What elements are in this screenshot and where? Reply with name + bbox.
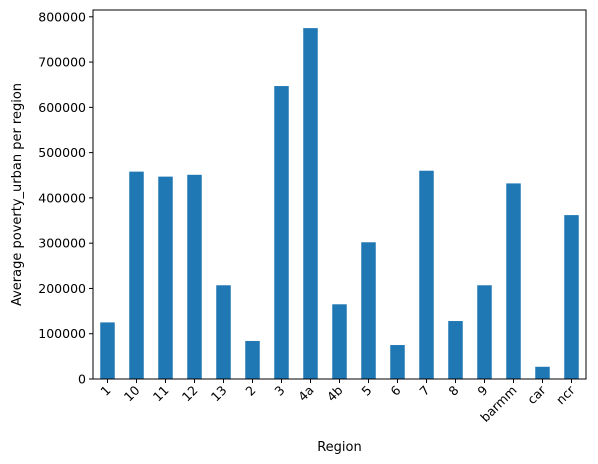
bar-13 [216,285,231,379]
bar-6 [390,345,405,379]
y-tick-label: 400000 [38,190,86,205]
x-tick-label: 4a [295,383,317,405]
x-tick-label: 5 [358,383,374,399]
y-axis-label: Average poverty_urban per region [10,83,25,306]
x-tick-label: 3 [271,383,287,399]
y-tick-label: 200000 [38,281,86,296]
x-tick-label: 4b [324,382,346,404]
x-tick-label: car [524,382,549,407]
y-tick-label: 600000 [38,100,86,115]
x-tick-label: 13 [208,383,230,405]
bar-11 [158,176,173,379]
x-tick-label: ncr [553,382,578,407]
bar-3 [274,86,289,379]
y-tick-label: 100000 [38,326,86,341]
bar-4a [303,28,318,379]
y-tick-label: 700000 [38,55,86,70]
bar-2 [245,340,260,379]
bar-7 [419,170,434,379]
x-tick-label: 8 [445,382,461,398]
bar-5 [361,242,376,379]
bar-9 [477,285,492,379]
bar-car [535,366,550,379]
y-tick-label: 300000 [38,236,86,251]
x-tick-label: 9 [474,382,490,398]
x-axis-label: Region [317,440,362,455]
bar-8 [448,321,463,379]
bar-10 [129,171,144,379]
x-tick-label: 1 [97,383,113,399]
x-tick-label: 10 [121,382,143,404]
x-tick-label: 6 [387,382,403,398]
bars-group [100,28,579,379]
x-tick-label: 11 [150,383,172,405]
x-tick-label: 7 [416,383,432,399]
y-tick-label: 800000 [38,9,86,24]
y-tick-label: 500000 [38,145,86,160]
y-tick-label: 0 [78,372,86,387]
bar-ncr [564,215,579,379]
y-axis-ticks: 0 100000 200000 300000 400000 500000 600000 700… [38,9,93,387]
bar-1 [100,322,115,379]
bar-barmm [506,183,521,379]
x-tick-label: 2 [242,383,258,399]
bar-4b [332,304,347,379]
x-tick-label: 12 [179,383,201,405]
bar-12 [187,174,202,379]
plot-frame [92,9,587,380]
